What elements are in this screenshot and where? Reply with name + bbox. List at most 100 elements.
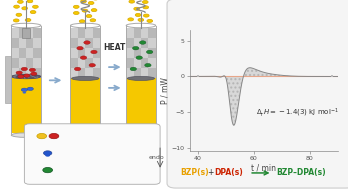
Circle shape [147, 19, 153, 22]
Text: $\Delta_r H = -1.4(3)$ kJ mol$^{-1}$: $\Delta_r H = -1.4(3)$ kJ mol$^{-1}$ [256, 106, 339, 119]
Circle shape [25, 75, 27, 77]
Circle shape [25, 19, 31, 22]
Circle shape [91, 9, 97, 12]
Circle shape [16, 71, 22, 74]
Circle shape [73, 12, 79, 15]
Bar [126, 38, 134, 48]
Bar [126, 48, 134, 58]
Circle shape [140, 41, 146, 44]
Circle shape [17, 74, 19, 75]
Bar [93, 58, 100, 68]
Bar [126, 78, 156, 133]
Bar [134, 38, 141, 48]
Bar [78, 58, 85, 68]
Bar [11, 48, 19, 58]
Bar [85, 68, 93, 78]
Circle shape [13, 76, 15, 77]
Circle shape [15, 75, 17, 76]
Circle shape [77, 46, 83, 50]
Bar [126, 68, 134, 78]
Circle shape [20, 77, 22, 78]
Circle shape [17, 0, 23, 3]
Text: HEAT: HEAT [103, 43, 125, 52]
Bar [93, 48, 100, 58]
Text: BZP–DPA(s): BZP–DPA(s) [276, 168, 326, 177]
Bar [134, 58, 141, 68]
Circle shape [24, 77, 26, 79]
Circle shape [44, 151, 52, 155]
Circle shape [128, 18, 134, 21]
Bar [85, 38, 93, 48]
Bar [26, 58, 33, 68]
Circle shape [18, 74, 21, 75]
FancyBboxPatch shape [167, 0, 348, 188]
Bar [148, 28, 156, 38]
Circle shape [81, 0, 86, 3]
Bar [11, 28, 19, 38]
Circle shape [27, 77, 30, 78]
Bar [33, 48, 41, 58]
Bar [85, 48, 93, 58]
Circle shape [31, 76, 33, 77]
Text: = reactants: = reactants [64, 132, 110, 141]
Bar [148, 38, 156, 48]
Circle shape [31, 72, 37, 75]
Circle shape [136, 56, 142, 59]
Circle shape [22, 7, 27, 10]
Circle shape [32, 76, 34, 77]
Circle shape [130, 67, 136, 71]
Circle shape [34, 77, 36, 78]
Circle shape [13, 19, 19, 22]
Bar [93, 38, 100, 48]
FancyBboxPatch shape [24, 124, 160, 184]
Bar [33, 58, 41, 68]
Circle shape [91, 50, 97, 54]
Bar [33, 28, 41, 38]
Bar [141, 68, 148, 78]
Circle shape [23, 92, 26, 94]
Bar [11, 38, 19, 48]
Y-axis label: P / mW: P / mW [160, 77, 169, 104]
Bar [19, 28, 26, 38]
Bar [70, 28, 78, 38]
Bar [134, 48, 141, 58]
Bar [78, 28, 85, 38]
Bar [11, 58, 19, 68]
Circle shape [18, 75, 24, 78]
Circle shape [34, 74, 36, 75]
Circle shape [29, 74, 31, 75]
Circle shape [37, 76, 39, 77]
Bar [26, 38, 33, 48]
Circle shape [138, 18, 144, 21]
Bar [22, 28, 30, 38]
Circle shape [28, 76, 30, 77]
Circle shape [86, 15, 92, 18]
Circle shape [23, 77, 25, 78]
Circle shape [33, 5, 38, 8]
Circle shape [80, 56, 87, 59]
Bar [11, 68, 19, 78]
Circle shape [19, 75, 22, 76]
Text: DPA(s): DPA(s) [214, 168, 243, 177]
Text: BZP(s): BZP(s) [180, 168, 209, 177]
Bar [19, 68, 26, 78]
Circle shape [74, 67, 81, 71]
Circle shape [45, 154, 50, 157]
Circle shape [135, 13, 141, 16]
Bar [70, 68, 78, 78]
Bar [134, 68, 141, 78]
Circle shape [27, 0, 33, 3]
Circle shape [88, 2, 94, 5]
Ellipse shape [70, 133, 100, 137]
Ellipse shape [72, 76, 99, 81]
Bar [26, 48, 33, 58]
Circle shape [133, 46, 139, 50]
Text: = product: = product [64, 166, 103, 175]
Circle shape [143, 6, 149, 9]
Circle shape [143, 14, 149, 17]
Ellipse shape [11, 133, 41, 137]
Bar [78, 38, 85, 48]
Circle shape [14, 5, 19, 8]
Text: +: + [207, 168, 214, 177]
Bar [93, 28, 100, 38]
